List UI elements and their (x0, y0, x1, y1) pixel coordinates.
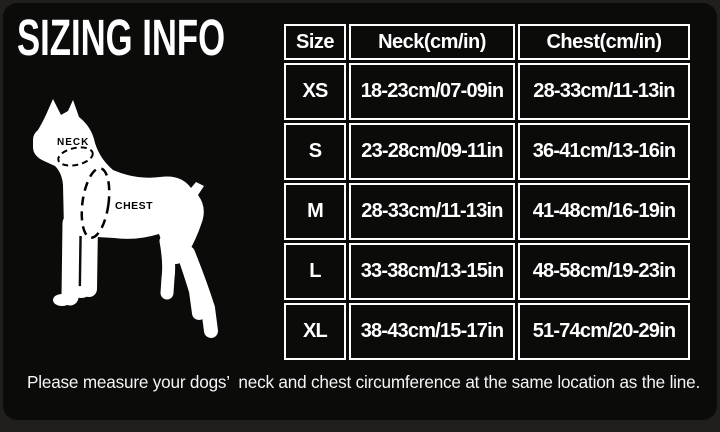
table-header-row: Size Neck(cm/in) Chest(cm/in) (284, 24, 690, 60)
size-cell: L (284, 243, 346, 300)
chest-cell: 48-58cm/19-23in (518, 243, 690, 300)
col-header-size: Size (284, 24, 346, 60)
col-header-chest: Chest(cm/in) (518, 24, 690, 60)
table-row: XS 18-23cm/07-09in 28-33cm/11-13in (284, 63, 690, 120)
table-row: S 23-28cm/09-11in 36-41cm/13-16in (284, 123, 690, 180)
table-row: XL 38-43cm/15-17in 51-74cm/20-29in (284, 303, 690, 360)
chest-cell: 28-33cm/11-13in (518, 63, 690, 120)
chest-measure-ellipse (80, 167, 111, 239)
col-header-neck: Neck(cm/in) (349, 24, 515, 60)
size-cell: S (284, 123, 346, 180)
size-cell: M (284, 183, 346, 240)
footer-note: Please measure your dogs’ neck and chest… (27, 372, 701, 392)
size-table-body: XS 18-23cm/07-09in 28-33cm/11-13in S 23-… (284, 63, 690, 360)
neck-cell: 23-28cm/09-11in (349, 123, 515, 180)
neck-measure-ellipse (57, 146, 94, 167)
chest-cell: 51-74cm/20-29in (518, 303, 690, 360)
neck-cell: 18-23cm/07-09in (349, 63, 515, 120)
neck-label: NECK (57, 137, 89, 148)
neck-cell: 28-33cm/11-13in (349, 183, 515, 240)
size-cell: XL (284, 303, 346, 360)
dog-silhouette (33, 99, 204, 264)
dog-hind-leg-b (181, 246, 218, 338)
page-title: SIZING INFO (17, 9, 226, 66)
chest-cell: 41-48cm/16-19in (518, 183, 690, 240)
dog-measurement-diagram: NECK CHEST (18, 88, 248, 368)
table-row: M 28-33cm/11-13in 41-48cm/16-19in (284, 183, 690, 240)
size-cell: XS (284, 63, 346, 120)
chest-cell: 36-41cm/13-16in (518, 123, 690, 180)
dog-diagram-svg: NECK CHEST (33, 99, 218, 338)
table-row: L 33-38cm/13-15in 48-58cm/19-23in (284, 243, 690, 300)
dog-near-front-paw (53, 294, 71, 306)
neck-cell: 33-38cm/13-15in (349, 243, 515, 300)
neck-cell: 38-43cm/15-17in (349, 303, 515, 360)
dog-near-front-leg (61, 214, 80, 306)
size-table: Size Neck(cm/in) Chest(cm/in) XS 18-23cm… (281, 21, 693, 363)
chest-label: CHEST (115, 200, 153, 212)
